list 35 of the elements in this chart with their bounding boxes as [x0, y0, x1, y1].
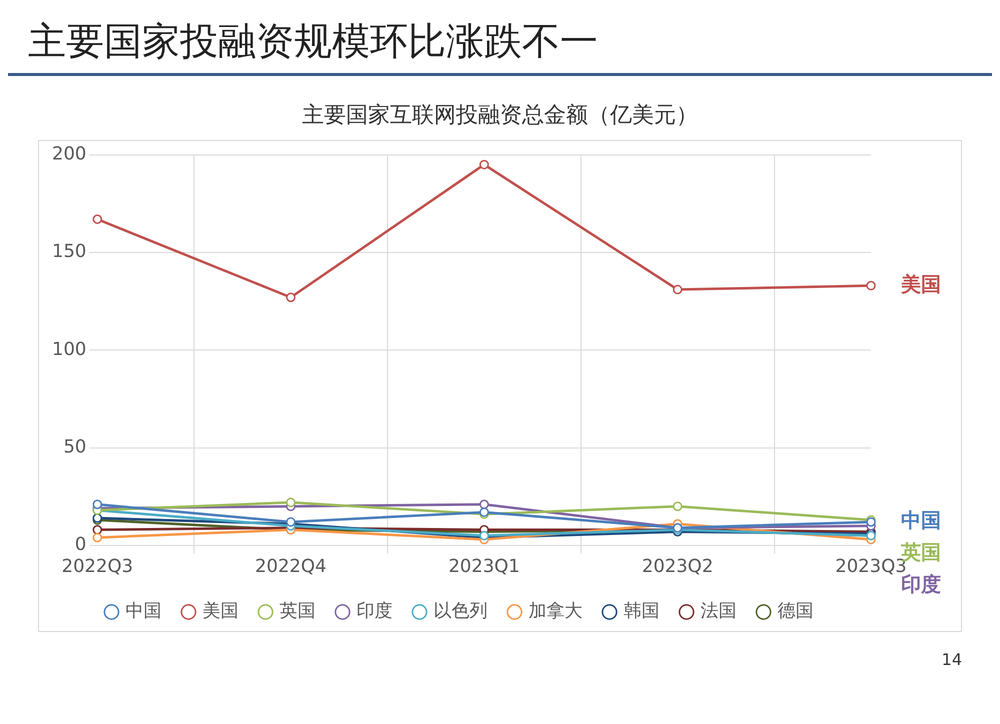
- point: [92, 500, 102, 510]
- point: [286, 292, 296, 302]
- legend-label: 中国: [126, 600, 162, 622]
- annotation: 中国: [901, 508, 941, 532]
- x-tick-label: 2023Q2: [642, 556, 714, 577]
- legend-label: 韩国: [624, 600, 660, 622]
- chart-subtitle: 主要国家互联网投融资总金额（亿美元）: [301, 102, 699, 130]
- legend-label: 加拿大: [528, 600, 582, 622]
- point: [479, 500, 489, 510]
- point: [92, 525, 102, 535]
- point: [479, 160, 489, 170]
- x-tick-label: 2023Q1: [448, 556, 520, 577]
- point: [286, 498, 296, 508]
- point: [672, 284, 682, 294]
- point: [92, 214, 102, 224]
- legend-label: 美国: [202, 600, 238, 622]
- y-tick-label: 100: [52, 338, 86, 360]
- x-tick-label: 2022Q3: [62, 556, 134, 577]
- y-tick-label: 50: [63, 436, 86, 458]
- y-tick-label: 200: [52, 143, 86, 164]
- annotation: 美国: [900, 272, 941, 296]
- point: [866, 280, 876, 290]
- legend-label: 德国: [778, 600, 814, 622]
- y-tick-label: 0: [74, 534, 86, 556]
- y-tick-label: 150: [52, 241, 86, 262]
- x-tick-label: 2022Q4: [255, 556, 326, 577]
- legend-label: 英国: [280, 600, 316, 622]
- point: [92, 532, 102, 542]
- legend-label: 法国: [700, 600, 736, 622]
- legend-label: 印度: [356, 600, 392, 622]
- chart-title: 主要国家投融资规模环比涨跌不一: [8, 8, 992, 76]
- annotation: 印度: [901, 572, 941, 596]
- point: [672, 502, 682, 512]
- legend-label: 以色列: [434, 600, 488, 622]
- text: 14: [940, 649, 963, 669]
